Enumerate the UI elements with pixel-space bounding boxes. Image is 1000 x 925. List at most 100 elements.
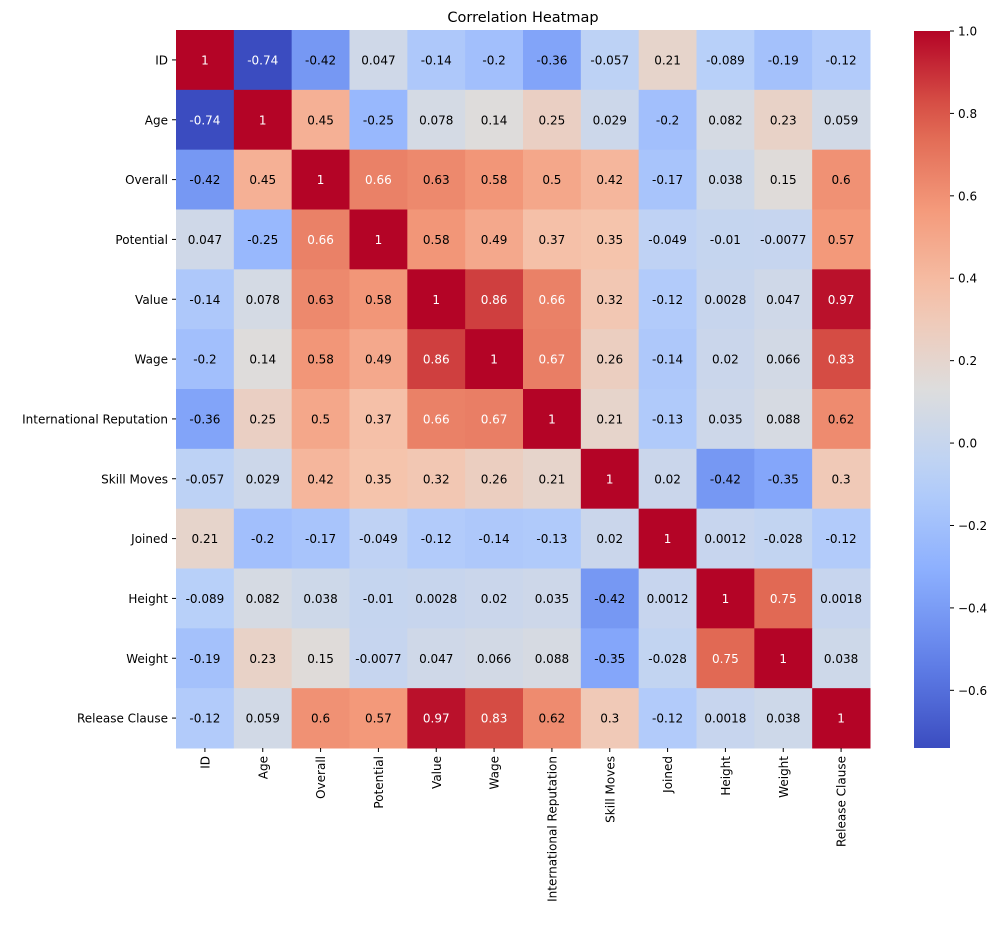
heatmap-cell [696, 269, 755, 330]
cell-value-label: 0.6 [311, 712, 330, 726]
cell-value-label: -0.17 [305, 532, 336, 546]
colorbar-tick-label: −0.4 [958, 601, 987, 615]
cell-value-label: 0.038 [303, 592, 337, 606]
cell-value-label: -0.42 [594, 592, 625, 606]
colorbar-tick-label: −0.2 [958, 519, 987, 533]
heatmap-cell [291, 30, 350, 91]
heatmap-cell [580, 448, 640, 510]
heatmap-cell [812, 508, 871, 569]
heatmap-cell [580, 209, 640, 270]
cell-value-label: -0.0077 [355, 652, 401, 666]
colorbar: 1.0 0.8 0.6 0.4 0.2 0.0 −0.2 −0.4 −0.6 [914, 25, 987, 748]
cell-value-label: -0.089 [706, 53, 745, 67]
heatmap-cell [523, 149, 582, 210]
cell-value-label: 0.57 [365, 712, 392, 726]
heatmap-cell [465, 149, 524, 210]
heatmap-cell [349, 688, 408, 749]
cell-value-label: 0.21 [596, 412, 623, 426]
heatmap-cell [754, 30, 813, 91]
heatmap-cell [638, 568, 697, 629]
heatmap-cell [580, 30, 640, 91]
heatmap-cell [465, 628, 524, 689]
cell-value-label: 0.66 [539, 293, 566, 307]
cell-value-label: 1 [490, 353, 498, 367]
heatmap-cell [580, 628, 640, 689]
heatmap-cell [465, 389, 524, 450]
heatmap-cell [638, 329, 697, 390]
colorbar-tick-label: 0.8 [958, 107, 977, 121]
cell-value-label: 0.035 [708, 412, 742, 426]
cell-value-label: 0.58 [423, 233, 450, 247]
y-tick-label: Skill Moves [101, 472, 168, 486]
x-tick-label: Wage [488, 756, 502, 789]
cell-value-label: 1 [259, 113, 267, 127]
cell-value-label: 0.75 [770, 592, 797, 606]
cell-value-label: 0.15 [770, 173, 797, 187]
heatmap-cell [349, 448, 408, 510]
heatmap-cell [233, 448, 293, 510]
y-tick-label: Overall [125, 173, 168, 187]
heatmap-cell [812, 149, 871, 210]
heatmap-cell [407, 329, 466, 390]
heatmap-cell [580, 568, 640, 629]
heatmap-cell [233, 628, 293, 689]
cell-value-label: 1 [548, 412, 556, 426]
heatmap-cell [523, 448, 582, 510]
heatmap-cell [638, 448, 697, 510]
cell-value-label: 0.49 [481, 233, 508, 247]
heatmap-cell [523, 508, 582, 569]
heatmap-cell [812, 628, 871, 689]
heatmap-cell [291, 329, 350, 390]
x-tick-label: Release Clause [835, 756, 849, 847]
heatmap-cell [812, 568, 871, 629]
heatmap-cell [349, 628, 408, 689]
heatmap-cell [465, 89, 524, 151]
cell-value-label: -0.25 [247, 233, 278, 247]
cell-value-label: 0.02 [481, 592, 508, 606]
y-tick-label: Wage [135, 353, 168, 367]
cell-value-label: 0.047 [419, 652, 453, 666]
heatmap-cell [638, 389, 697, 450]
cell-value-label: -0.14 [189, 293, 220, 307]
cell-value-label: -0.42 [189, 173, 220, 187]
heatmap-cell [812, 448, 871, 510]
cell-value-label: -0.057 [186, 472, 225, 486]
cell-value-label: -0.13 [536, 532, 567, 546]
cell-value-label: -0.36 [536, 53, 567, 67]
heatmap-cell [465, 269, 524, 330]
cell-value-label: 1 [432, 293, 440, 307]
heatmap-cell [754, 568, 813, 629]
heatmap-cell [638, 269, 697, 330]
heatmap-cell [465, 30, 524, 91]
cell-value-label: -0.028 [648, 652, 687, 666]
cell-value-label: 0.078 [246, 293, 280, 307]
cell-value-label: 0.21 [192, 532, 219, 546]
cell-value-label: -0.17 [652, 173, 683, 187]
heatmap-cell [812, 269, 871, 330]
x-tick-label: International Reputation [545, 756, 559, 902]
cell-value-label: -0.35 [594, 652, 625, 666]
cell-value-label: -0.057 [590, 53, 629, 67]
heatmap-cell [465, 209, 524, 270]
heatmap-cell [523, 389, 582, 450]
heatmap-cell [465, 688, 524, 749]
x-tick-label: Joined [661, 756, 675, 794]
x-tick-label: Value [430, 756, 444, 789]
heatmap-cell [407, 30, 466, 91]
cell-value-label: -0.049 [359, 532, 398, 546]
cell-value-label: -0.2 [656, 113, 679, 127]
cell-value-label: 0.082 [708, 113, 742, 127]
cell-value-label: 0.32 [423, 472, 450, 486]
cell-value-label: -0.089 [186, 592, 225, 606]
cell-value-label: 0.0012 [647, 592, 689, 606]
cell-value-label: 0.45 [307, 113, 334, 127]
heatmap-cell [523, 30, 582, 91]
heatmap-cell [696, 209, 755, 270]
x-axis: ID Age Overall Potential Value Wage Internatio… [198, 748, 849, 902]
cell-value-label: -0.74 [189, 113, 220, 127]
heatmap-cell [696, 89, 755, 151]
cell-value-label: 0.5 [542, 173, 561, 187]
cell-value-label: -0.14 [479, 532, 510, 546]
y-tick-label: ID [155, 53, 168, 67]
heatmap-cell [812, 389, 871, 450]
